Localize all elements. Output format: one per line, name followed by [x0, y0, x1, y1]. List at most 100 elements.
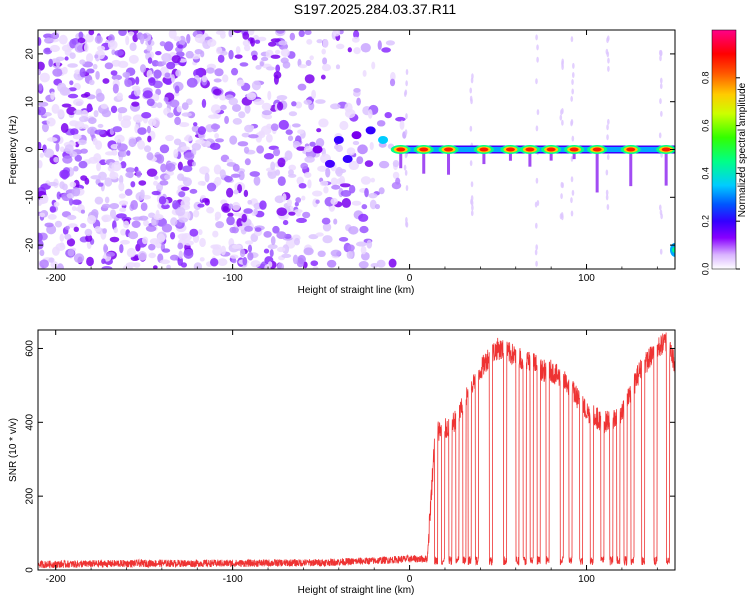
noise-blob — [249, 171, 261, 177]
noise-blob — [139, 189, 145, 199]
noise-blob — [534, 249, 538, 256]
noise-blob — [338, 237, 349, 242]
noise-blob — [46, 137, 58, 142]
noise-blob — [351, 36, 360, 43]
noise-blob — [193, 262, 203, 269]
noise-blob — [177, 256, 184, 266]
noise-blob — [344, 108, 356, 119]
noise-blob — [282, 220, 289, 226]
noise-blob — [405, 69, 409, 76]
noise-blob — [72, 133, 82, 140]
noise-blob — [137, 251, 147, 261]
noise-blob — [659, 209, 663, 216]
noise-blob — [60, 146, 65, 153]
noise-blob — [232, 163, 240, 172]
noise-blob — [358, 213, 369, 222]
noise-blob — [259, 61, 265, 67]
noise-blob — [606, 203, 610, 210]
noise-blob — [64, 56, 69, 61]
noise-blob — [159, 259, 171, 265]
noise-blob — [274, 195, 285, 204]
noise-blob — [376, 259, 386, 268]
noise-blob — [143, 145, 152, 153]
noise-blob — [135, 76, 140, 85]
noise-blob — [130, 181, 136, 188]
noise-blob — [57, 82, 67, 93]
noise-blob — [381, 47, 391, 53]
noise-blob — [660, 110, 663, 117]
noise-blob — [228, 49, 234, 60]
noise-blob — [261, 102, 272, 111]
noise-blob — [126, 247, 136, 258]
noise-blob — [180, 186, 190, 191]
noise-blob — [254, 227, 262, 232]
noise-blob — [231, 201, 241, 211]
noise-blob — [59, 181, 65, 190]
noise-blob — [79, 59, 86, 65]
tone-cluster-blob — [342, 155, 353, 164]
noise-blob — [570, 95, 573, 102]
noise-blob — [67, 93, 79, 99]
noise-blob — [113, 227, 118, 234]
noise-blob — [659, 77, 663, 84]
noise-blob — [228, 203, 234, 210]
noise-blob — [274, 49, 281, 55]
noise-blob — [59, 169, 70, 179]
noise-blob — [374, 203, 381, 210]
noise-blob — [368, 192, 378, 199]
noise-blob — [164, 72, 171, 78]
noise-blob — [210, 104, 222, 114]
noise-blob — [247, 199, 253, 205]
noise-blob — [199, 166, 210, 175]
noise-blob — [138, 180, 147, 186]
tone-cluster-blob — [365, 126, 376, 135]
noise-blob — [320, 74, 326, 80]
noise-blob — [253, 208, 258, 215]
x-tick-label: -100 — [223, 574, 243, 585]
noise-blob — [302, 211, 311, 219]
noise-blob — [360, 42, 371, 53]
noise-blob — [180, 146, 190, 151]
noise-blob — [95, 70, 100, 80]
noise-blob — [291, 123, 301, 128]
tone-peak — [546, 147, 556, 152]
noise-blob — [570, 36, 574, 43]
noise-blob — [85, 234, 93, 242]
noise-blob — [94, 196, 104, 205]
noise-blob — [182, 165, 193, 173]
noise-blob — [83, 43, 89, 53]
noise-blob — [470, 199, 474, 206]
noise-blob — [335, 166, 343, 177]
noise-blob — [322, 222, 332, 232]
noise-blob — [94, 35, 103, 44]
noise-blob — [148, 252, 156, 259]
noise-blob — [97, 182, 104, 187]
noise-blob — [318, 118, 329, 128]
noise-blob — [212, 246, 222, 256]
noise-blob — [570, 176, 574, 183]
noise-blob — [220, 104, 227, 110]
noise-blob — [38, 239, 44, 250]
noise-blob — [92, 137, 98, 146]
tone-cluster-blob — [351, 131, 362, 140]
spectrogram-tone-layer — [312, 126, 675, 257]
noise-blob — [111, 161, 122, 172]
noise-blob — [189, 188, 198, 194]
noise-blob — [570, 210, 574, 217]
noise-blob — [128, 231, 139, 240]
noise-blob — [659, 55, 662, 62]
noise-blob — [241, 132, 250, 138]
noise-blob — [146, 44, 153, 52]
noise-blob — [171, 55, 181, 64]
noise-blob — [206, 67, 215, 74]
noise-blob — [140, 202, 148, 212]
noise-blob — [315, 138, 325, 148]
noise-blob — [38, 232, 43, 242]
noise-blob — [219, 169, 226, 179]
noise-blob — [353, 47, 361, 55]
colorbar-label: Normalized spectral amplitude — [737, 82, 748, 217]
noise-blob — [404, 152, 408, 159]
noise-blob — [145, 225, 157, 232]
tone-spike — [447, 149, 451, 175]
noise-blob — [605, 169, 609, 176]
